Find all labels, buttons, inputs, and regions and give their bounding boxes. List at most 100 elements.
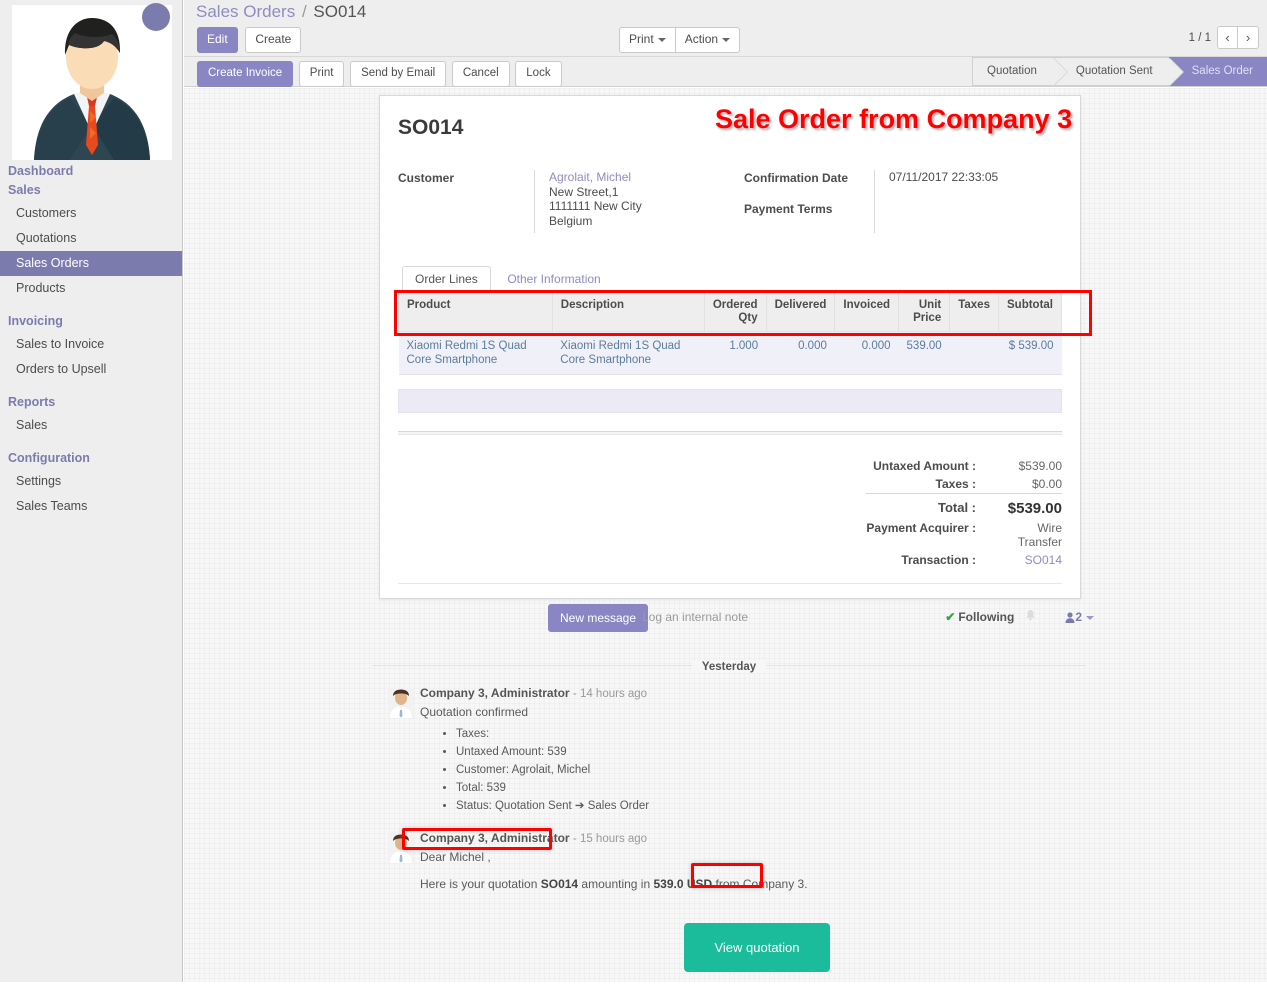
col-product[interactable]: Product (398, 292, 553, 332)
print-button[interactable]: Print (298, 61, 345, 87)
sidebar-item-sales-teams[interactable]: Sales Teams (16, 499, 88, 513)
order-lines-table: Product Description Ordered Qty Delivere… (398, 292, 1063, 375)
cell-ordered-qty[interactable]: 1.000 (704, 331, 767, 375)
message-body: Dear Michel , Here is your quotation SO0… (420, 849, 1094, 893)
cell-delivered[interactable]: 0.000 (766, 331, 835, 375)
workflow-buttons: Create Invoice Print Send by Email Cance… (197, 61, 564, 87)
sidebar-item-customers[interactable]: Customers (16, 206, 77, 220)
create-invoice-button[interactable]: Create Invoice (197, 61, 294, 87)
view-quotation-button[interactable]: View quotation (684, 923, 830, 972)
pager-previous-button[interactable]: ‹ (1217, 26, 1238, 49)
avatar (388, 833, 414, 863)
totals-rule (866, 493, 1062, 495)
cell-unit-price[interactable]: 539.00 (898, 331, 950, 375)
customer-street: New Street,1 (549, 184, 619, 199)
message-item: Company 3, Administrator - 15 hours ago … (364, 828, 1094, 893)
sidebar-head-sales[interactable]: Sales (8, 183, 41, 197)
day-separator: Yesterday (364, 658, 1094, 673)
payment-acquirer-label: Payment Acquirer : (866, 520, 976, 535)
cell-invoiced[interactable]: 0.000 (834, 331, 899, 375)
quotation-mid: amounting in (578, 877, 654, 891)
status-stage-quotation[interactable]: Quotation (972, 57, 1068, 86)
cancel-button[interactable]: Cancel (451, 61, 510, 87)
list-item: Customer: Agrolait, Michel (456, 762, 1094, 779)
cell-taxes[interactable] (949, 331, 999, 375)
message-bullet-list: Taxes: Untaxed Amount: 539 Customer: Agr… (420, 726, 1094, 815)
order-lines-table-wrapper: Product Description Ordered Qty Delivere… (394, 290, 1092, 375)
col-delivered[interactable]: Delivered (766, 292, 836, 332)
list-item: Untaxed Amount: 539 (456, 744, 1094, 761)
log-internal-note-button[interactable]: Log an internal note (642, 610, 749, 624)
message-header: Company 3, Administrator - 15 hours ago (420, 831, 1094, 845)
order-info-values: 07/11/2017 22:33:05 (874, 170, 1074, 233)
sidebar-head-configuration[interactable]: Configuration (8, 451, 90, 465)
sidebar-head-dashboard[interactable]: Dashboard (8, 164, 74, 178)
form-sheet: Sale Order from Company 3 SO014 Customer… (379, 95, 1092, 599)
cell-product[interactable]: Xiaomi Redmi 1S Quad Core Smartphone (398, 331, 553, 375)
form-fields: Customer Agrolait, Michel New Street,1 1… (398, 170, 1062, 233)
quotation-company: Company 3. (742, 877, 808, 891)
col-subtotal[interactable]: Subtotal (998, 292, 1063, 332)
customer-link[interactable]: Agrolait, Michel (549, 170, 632, 184)
message-text: Here is your quotation SO014 amounting i… (420, 876, 1094, 893)
sidebar-item-products[interactable]: Products (16, 281, 66, 295)
totals-row-acquirer: Payment Acquirer : Wire Transfer (866, 519, 1062, 551)
new-message-button[interactable]: New message (548, 604, 649, 632)
pager-next-button[interactable]: › (1238, 26, 1259, 49)
col-unit-price[interactable]: Unit Price (898, 292, 951, 332)
col-ordered-qty[interactable]: Ordered Qty (704, 292, 767, 332)
breadcrumb-separator: / (301, 2, 307, 21)
message-timestamp: - 14 hours ago (572, 688, 648, 700)
edit-button[interactable]: Edit (197, 27, 238, 53)
avatar (12, 3, 172, 160)
sidebar-item-orders-to-upsell[interactable]: Orders to Upsell (16, 362, 107, 376)
sidebar-item-settings[interactable]: Settings (16, 474, 62, 488)
tab-order-lines[interactable]: Order Lines (402, 266, 491, 292)
sidebar-item-quotations[interactable]: Quotations (16, 231, 77, 245)
table-footer-separator (398, 431, 1062, 435)
untaxed-value: $539.00 (1018, 459, 1062, 473)
status-stage-quotation-sent[interactable]: Quotation Sent (1052, 57, 1184, 86)
customer-label: Customer (398, 171, 455, 185)
col-invoiced[interactable]: Invoiced (834, 292, 900, 332)
followers-button[interactable]: 2 (1065, 610, 1094, 624)
chevron-down-icon (1086, 615, 1094, 620)
action-dropdown[interactable]: Action (675, 27, 741, 53)
sidebar-item-sales-report[interactable]: Sales (16, 418, 48, 432)
payment-terms-label: Payment Terms (744, 202, 833, 216)
breadcrumb-sales-orders[interactable]: Sales Orders (196, 2, 296, 21)
message-timestamp: - 15 hours ago (572, 833, 648, 845)
bell-icon[interactable] (1025, 609, 1040, 624)
confirmation-date-value: 07/11/2017 22:33:05 (889, 170, 999, 184)
sidebar-head-invoicing[interactable]: Invoicing (8, 314, 63, 328)
add-item-row[interactable] (398, 389, 1062, 413)
annotation-title: Sale Order from Company 3 (715, 104, 1073, 134)
table-row[interactable]: Xiaomi Redmi 1S Quad Core Smartphone Xia… (398, 331, 1062, 375)
send-by-email-button[interactable]: Send by Email (350, 61, 447, 87)
print-dropdown[interactable]: Print (619, 27, 676, 53)
totals-table: Untaxed Amount : $539.00 Taxes : $0.00 T… (866, 457, 1062, 569)
tab-other-information[interactable]: Other Information (507, 272, 601, 286)
create-button[interactable]: Create (245, 27, 302, 53)
total-label: Total : (937, 499, 976, 515)
status-bar: Quotation Quotation Sent Sales Order (972, 57, 1267, 86)
taxes-value: $0.00 (1031, 477, 1062, 491)
lock-button[interactable]: Lock (515, 61, 562, 87)
sidebar-head-reports[interactable]: Reports (8, 395, 56, 409)
status-stage-sales-order[interactable]: Sales Order (1168, 57, 1267, 86)
col-description[interactable]: Description (552, 292, 705, 332)
record-actions: Edit Create (197, 27, 305, 53)
follow-controls: ✔ Following 2 (945, 609, 1094, 624)
total-value: $539.00 (1007, 499, 1062, 517)
col-taxes[interactable]: Taxes (949, 292, 999, 332)
following-toggle[interactable]: Following (958, 610, 1015, 624)
taxes-label: Taxes : (935, 477, 976, 491)
sidebar-item-sales-orders[interactable]: Sales Orders (0, 251, 182, 276)
sidebar-item-sales-to-invoice[interactable]: Sales to Invoice (16, 337, 105, 351)
cell-subtotal[interactable]: $ 539.00 (998, 331, 1062, 375)
cell-description[interactable]: Xiaomi Redmi 1S Quad Core Smartphone (552, 331, 705, 375)
table-header-row: Product Description Ordered Qty Delivere… (398, 292, 1063, 332)
transaction-link[interactable]: SO014 (1024, 552, 1062, 567)
quotation-amount: 539.0 USD (653, 877, 713, 891)
